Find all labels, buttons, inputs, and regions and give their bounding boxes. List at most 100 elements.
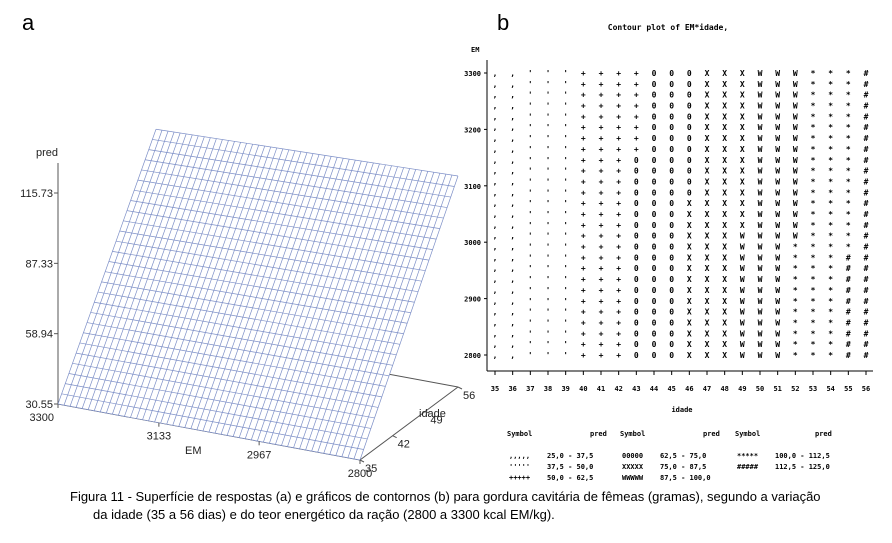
contour-symbol: *: [793, 351, 798, 360]
mesh-line-em: [112, 137, 211, 415]
contour-symbol: #: [864, 275, 869, 284]
legend-symbol: ''''': [509, 463, 530, 471]
mesh-line-em: [256, 159, 356, 442]
mesh-line-em: [359, 175, 459, 461]
contour-y-tick-label: 3200: [464, 126, 481, 134]
contour-symbol: ,: [493, 264, 498, 273]
contour-symbol: *: [828, 351, 833, 360]
contour-symbol: 0: [652, 134, 657, 143]
contour-symbol: X: [705, 351, 710, 360]
contour-symbol: #: [846, 253, 851, 262]
contour-symbol: W: [758, 308, 763, 317]
contour-x-tick-label: 45: [667, 385, 675, 393]
contour-symbol: ': [528, 351, 533, 360]
contour-symbol: X: [705, 145, 710, 154]
contour-symbol: *: [828, 264, 833, 273]
mesh-line-em: [196, 150, 296, 430]
mesh-line-em: [202, 151, 302, 431]
mesh-line-em: [317, 169, 417, 453]
contour-symbol: #: [846, 264, 851, 273]
contour-symbol: ': [546, 286, 551, 295]
contour-symbol: W: [775, 102, 780, 111]
contour-symbol: +: [581, 253, 586, 262]
contour-symbol: +: [599, 221, 604, 230]
contour-symbol: X: [705, 286, 710, 295]
contour-symbol: ,: [493, 91, 498, 100]
contour-symbol: 0: [669, 340, 674, 349]
contour-y-tick-label: 3300: [464, 70, 481, 78]
contour-plot: Contour plot of EM*idade, EM 3300 3200 310…: [464, 22, 873, 482]
mesh-line-idade: [145, 159, 448, 208]
contour-symbol: *: [811, 177, 816, 186]
contour-symbol: W: [740, 297, 745, 306]
contour-symbol: W: [758, 275, 763, 284]
contour-symbol: *: [811, 199, 816, 208]
contour-symbol: *: [846, 243, 851, 252]
contour-symbol: W: [758, 253, 763, 262]
contour-symbol: *: [846, 232, 851, 241]
mesh-line-em: [299, 166, 398, 449]
contour-symbol: ': [528, 286, 533, 295]
z-tick-labels: 30.55 58.94 87.33 115.73: [20, 188, 58, 411]
contour-symbol: ': [563, 221, 568, 230]
contour-symbol: ,: [493, 102, 498, 111]
contour-symbol: #: [846, 275, 851, 284]
contour-symbol: 0: [652, 318, 657, 327]
contour-symbol: W: [758, 243, 763, 252]
contour-symbol: X: [740, 167, 745, 176]
contour-symbol: X: [722, 318, 727, 327]
contour-symbol: X: [705, 188, 710, 197]
mesh-line-em: [305, 167, 404, 451]
legend-symbol: #####: [737, 463, 759, 471]
z-tick-label: 30.55: [25, 399, 53, 411]
contour-symbol: X: [722, 199, 727, 208]
contour-symbol: *: [811, 264, 816, 273]
contour-symbol: 0: [669, 80, 674, 89]
contour-symbol: +: [599, 145, 604, 154]
contour-symbol: W: [758, 188, 763, 197]
legend-symbol: *****: [737, 452, 758, 460]
contour-symbol: ': [528, 123, 533, 132]
z-tick-label: 87.33: [25, 258, 53, 270]
contour-symbol: 0: [669, 134, 674, 143]
contour-symbol: ': [546, 297, 551, 306]
contour-symbol: X: [687, 243, 692, 252]
contour-symbol: +: [616, 297, 621, 306]
contour-symbol: #: [864, 221, 869, 230]
legend-range: 87,5 - 100,0: [660, 474, 711, 482]
mesh-line-idade: [76, 352, 379, 408]
mesh-line-em: [335, 172, 435, 456]
contour-symbol: ,: [510, 329, 515, 338]
contour-symbol: X: [687, 340, 692, 349]
legend-header: pred: [703, 430, 720, 438]
contour-symbol: 0: [669, 145, 674, 154]
mesh-line-em: [160, 145, 260, 424]
contour-symbol: +: [616, 351, 621, 360]
mesh-line-em: [347, 174, 447, 458]
contour-symbol: #: [864, 123, 869, 132]
contour-symbol: 0: [669, 275, 674, 284]
contour-symbol: ,: [510, 221, 515, 230]
contour-symbol: #: [846, 286, 851, 295]
contour-symbol: #: [864, 69, 869, 78]
mesh-line-idade: [94, 301, 397, 356]
mesh-line-idade: [68, 373, 371, 429]
contour-symbol: X: [687, 253, 692, 262]
contour-symbol: +: [616, 188, 621, 197]
contour-symbol: X: [722, 275, 727, 284]
contour-symbol: ,: [493, 351, 498, 360]
contour-symbol: W: [775, 199, 780, 208]
contour-symbol: 0: [669, 91, 674, 100]
contour-symbol: X: [740, 210, 745, 219]
contour-symbol: #: [846, 308, 851, 317]
contour-symbol: *: [828, 243, 833, 252]
contour-symbol: +: [634, 91, 639, 100]
contour-symbol: 0: [652, 69, 657, 78]
legend-header: pred: [815, 430, 832, 438]
contour-symbol: X: [687, 286, 692, 295]
contour-symbol: +: [599, 308, 604, 317]
contour-symbol: X: [687, 210, 692, 219]
idade-tick-mark: [425, 410, 430, 414]
mesh-line-em: [190, 149, 290, 429]
contour-symbol: W: [775, 177, 780, 186]
